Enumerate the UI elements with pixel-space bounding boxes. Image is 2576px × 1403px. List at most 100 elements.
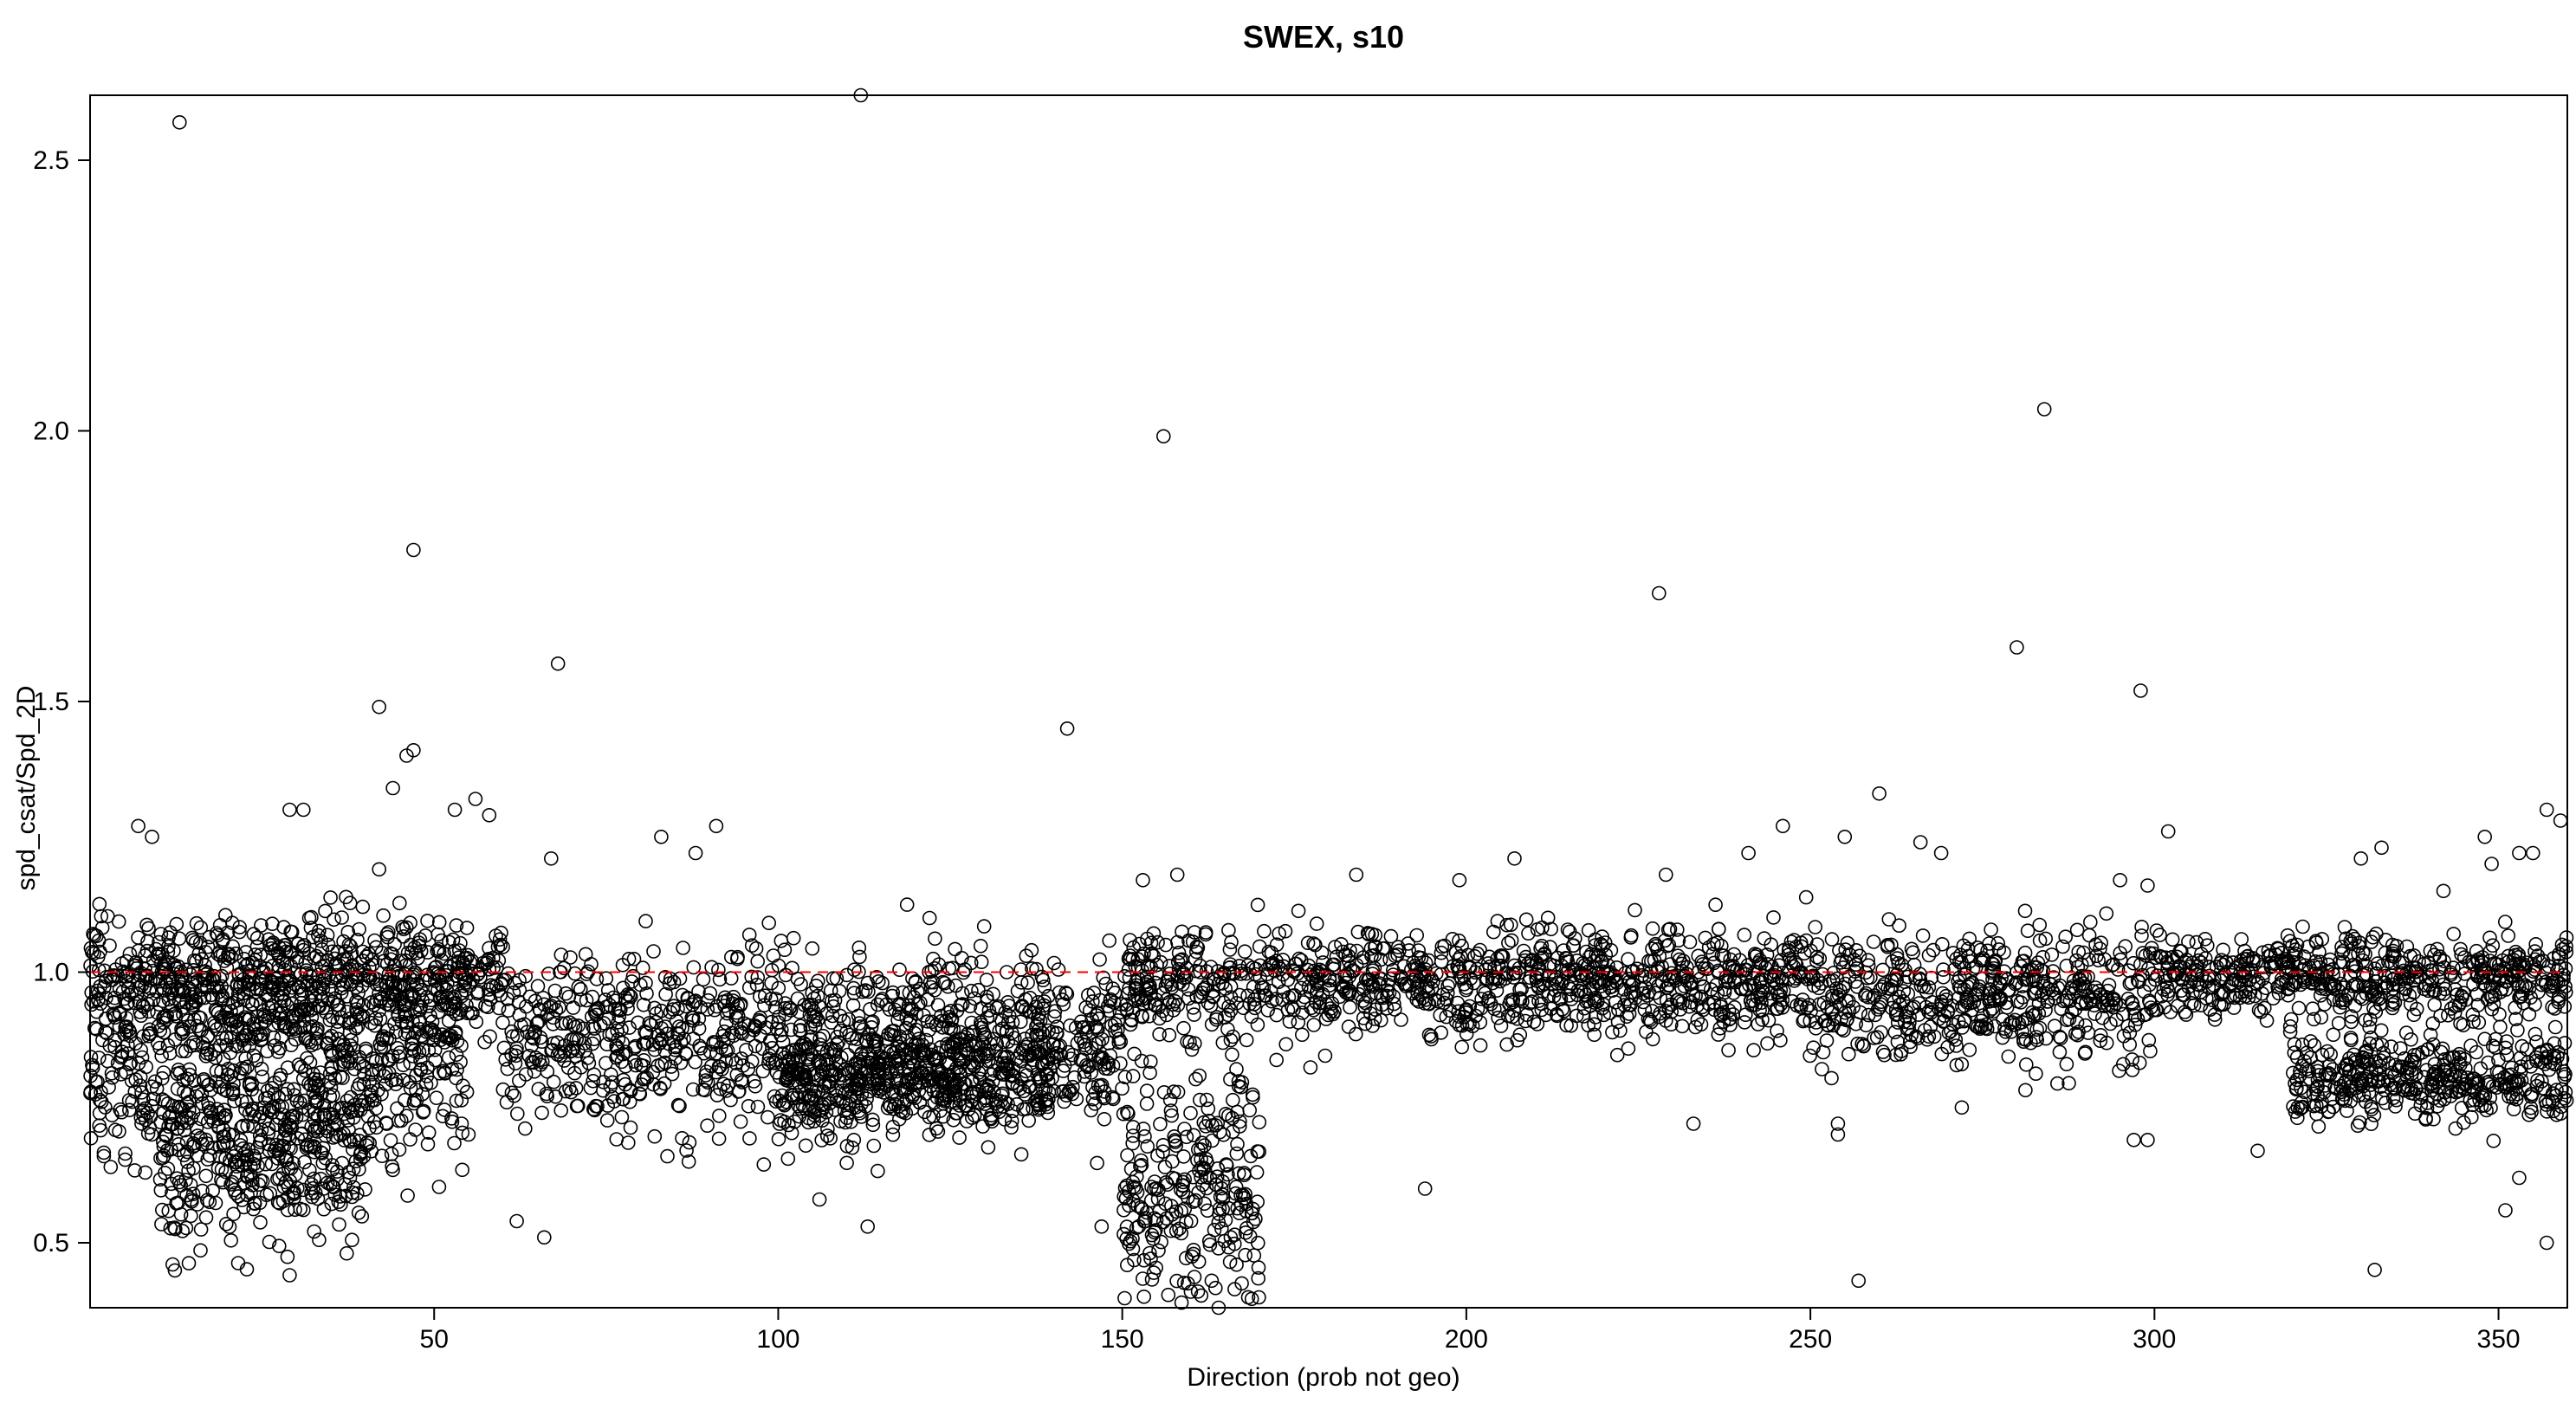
data-point [282,983,298,999]
data-point [422,999,437,1013]
data-point [365,1063,379,1077]
data-point [374,1052,390,1067]
data-point [345,1232,359,1247]
data-point [367,1018,383,1033]
data-point [411,1044,427,1060]
data-point [85,1060,100,1075]
data-point [1737,1015,1752,1030]
data-point [163,925,178,940]
data-point [102,1038,118,1053]
data-point [652,1080,668,1096]
data-point [136,999,152,1015]
data-point [265,1099,280,1115]
x-axis-label: Direction (prob not geo) [1187,1363,1460,1392]
data-point [566,1018,581,1032]
data-point [154,1049,169,1064]
data-point [1639,1025,1654,1039]
data-point [107,968,121,983]
data-point [165,1116,180,1132]
data-point [302,1019,318,1035]
data-point [455,1125,470,1141]
data-point [114,1048,130,1064]
data-point [166,1007,181,1022]
data-point [429,1090,444,1105]
data-point [1117,1290,1132,1306]
data-point [139,968,153,984]
data-point [761,1109,775,1125]
data-point [728,1005,744,1020]
data-point [339,1245,354,1261]
data-point [2081,928,2097,943]
data-point [1225,1047,1239,1062]
data-point [113,1067,128,1082]
data-point [1058,986,1073,1000]
data-point [346,1180,361,1195]
data-point [1024,942,1039,958]
data-point [685,1082,701,1097]
data-point [459,921,475,935]
data-point [288,1202,302,1218]
data-point [436,980,451,994]
data-point [839,1155,854,1171]
data-point [1158,937,1174,953]
data-point [614,1109,630,1125]
data-point [304,1186,319,1201]
data-point [107,1010,122,1025]
data-point [250,1158,265,1173]
data-point [647,1128,663,1144]
data-point [185,1186,201,1201]
data-point [283,1038,299,1052]
data-point [455,1162,470,1178]
data-point [129,986,145,1001]
data-point [127,1084,143,1099]
data-point [296,1182,311,1198]
data-point [398,1109,414,1123]
data-point [312,1232,327,1247]
data-point [761,915,777,930]
data-point [1544,921,1558,937]
data-point [354,1209,370,1224]
data-point [1246,1089,1260,1105]
data-point [87,1020,102,1036]
data-point [172,1142,186,1158]
data-point [158,1128,172,1142]
data-point [391,1006,405,1022]
data-point [1013,1147,1029,1162]
data-point [766,948,781,963]
data-point [353,1147,368,1162]
data-point [1409,928,1424,943]
data-point [1047,1009,1062,1024]
data-point [97,963,113,979]
data-point [421,1125,437,1140]
data-point [973,939,988,954]
data-point [428,1052,443,1068]
data-point [313,1065,328,1080]
data-point [254,1061,269,1076]
data-point [307,1171,321,1186]
data-point [579,1051,595,1065]
data-point [125,1094,139,1109]
data-point [478,999,493,1013]
data-point [186,1035,201,1050]
data-point [193,1222,209,1237]
data-point [696,972,711,987]
data-point [561,989,577,1005]
data-point [128,1072,143,1087]
data-point [962,999,978,1014]
data-point [1486,924,1501,940]
data-point [184,930,200,946]
data-point [260,1083,275,1098]
data-point [230,976,245,992]
data-point [152,934,166,950]
data-point [216,1051,231,1067]
data-point [245,955,260,971]
data-point [333,1010,349,1025]
data-point [246,1048,262,1064]
data-point [482,941,496,956]
data-point [197,1072,211,1087]
data-point [264,974,280,989]
data-point [420,967,435,982]
data-point [314,1146,330,1161]
data-point [322,1066,338,1081]
